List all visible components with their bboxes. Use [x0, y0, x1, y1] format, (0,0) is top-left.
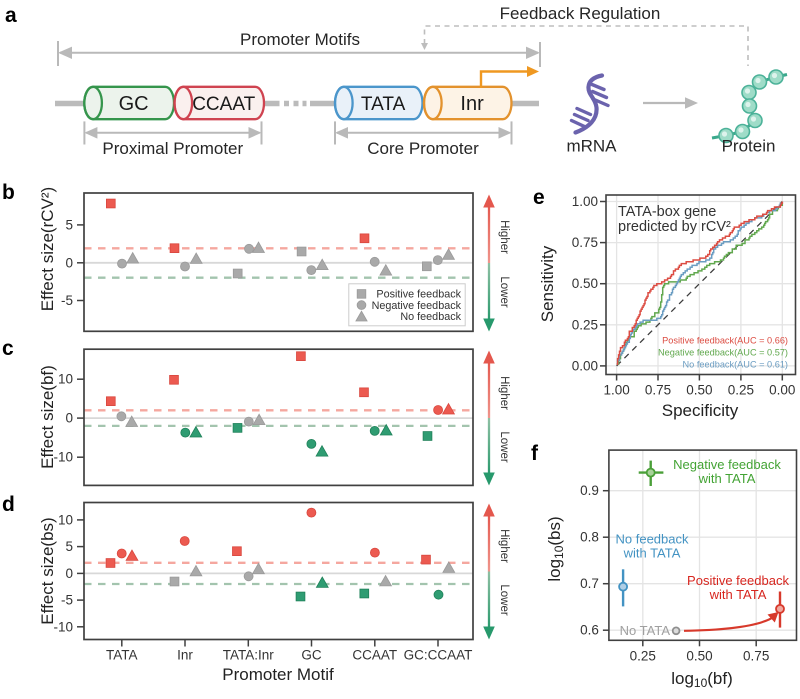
- svg-text:log10(bf): log10(bf): [671, 669, 733, 690]
- svg-text:0: 0: [65, 566, 73, 581]
- svg-text:Proximal Promoter: Proximal Promoter: [102, 139, 243, 158]
- svg-text:1.00: 1.00: [603, 383, 629, 398]
- svg-text:Positive feedback(AUC = 0.66): Positive feedback(AUC = 0.66): [662, 336, 788, 346]
- svg-text:Inr: Inr: [177, 648, 193, 663]
- svg-text:0.50: 0.50: [572, 276, 598, 291]
- svg-text:No TATA: No TATA: [620, 623, 671, 638]
- svg-text:c: c: [2, 337, 14, 360]
- svg-text:Positive feedback: Positive feedback: [687, 573, 789, 588]
- svg-text:0.75: 0.75: [572, 235, 598, 250]
- svg-text:Core Promoter: Core Promoter: [367, 139, 479, 158]
- svg-text:TATA-box gene: TATA-box gene: [618, 204, 716, 220]
- svg-text:0.00: 0.00: [572, 358, 598, 373]
- svg-text:-10: -10: [53, 450, 73, 465]
- svg-text:No feedback(AUC = 0.61): No feedback(AUC = 0.61): [683, 360, 788, 370]
- svg-text:TATA: TATA: [361, 94, 406, 115]
- svg-text:TATA:Inr: TATA:Inr: [223, 648, 275, 663]
- svg-text:log10(bs): log10(bs): [545, 516, 566, 581]
- svg-text:0.6: 0.6: [580, 623, 599, 638]
- svg-text:0: 0: [65, 411, 73, 426]
- svg-text:Sensitivity: Sensitivity: [538, 245, 557, 322]
- svg-text:0.25: 0.25: [728, 383, 754, 398]
- svg-text:GC:CCAAT: GC:CCAAT: [404, 648, 473, 663]
- svg-text:Higher: Higher: [498, 529, 510, 563]
- svg-text:Higher: Higher: [498, 376, 510, 410]
- svg-text:Promoter Motif: Promoter Motif: [222, 665, 334, 684]
- svg-text:0.8: 0.8: [580, 530, 599, 545]
- svg-text:0: 0: [65, 255, 73, 270]
- svg-text:Promoter Motifs: Promoter Motifs: [240, 30, 360, 49]
- svg-text:e: e: [533, 186, 545, 209]
- svg-text:0.25: 0.25: [572, 317, 598, 332]
- svg-text:10: 10: [58, 372, 73, 387]
- svg-text:Lower: Lower: [498, 584, 510, 615]
- svg-text:GC: GC: [301, 648, 322, 663]
- svg-text:Negative feedback: Negative feedback: [673, 457, 781, 472]
- svg-text:CCAAT: CCAAT: [192, 94, 255, 115]
- svg-text:-5: -5: [61, 293, 73, 308]
- svg-text:Inr: Inr: [460, 93, 484, 115]
- svg-text:Effect size(rCV²): Effect size(rCV²): [38, 187, 57, 311]
- svg-text:0.7: 0.7: [580, 576, 599, 591]
- svg-text:with TATA: with TATA: [623, 546, 681, 561]
- svg-text:f: f: [531, 442, 539, 465]
- svg-text:Effect size(bf): Effect size(bf): [38, 365, 57, 469]
- svg-text:GC: GC: [119, 93, 149, 115]
- svg-text:with TATA: with TATA: [709, 587, 767, 602]
- svg-text:predicted by rCV²: predicted by rCV²: [618, 219, 731, 235]
- svg-text:Effect size(bs): Effect size(bs): [38, 517, 57, 624]
- svg-text:Specificity: Specificity: [662, 401, 739, 420]
- svg-text:1.00: 1.00: [572, 194, 598, 209]
- svg-text:0.75: 0.75: [645, 383, 671, 398]
- svg-text:0.25: 0.25: [630, 648, 656, 663]
- svg-text:d: d: [2, 493, 15, 516]
- svg-text:Negative feedback(AUC = 0.57): Negative feedback(AUC = 0.57): [658, 348, 788, 358]
- svg-text:Feedback Regulation: Feedback Regulation: [500, 4, 661, 23]
- svg-text:-5: -5: [61, 593, 73, 608]
- svg-text:0.75: 0.75: [743, 648, 769, 663]
- svg-text:0.9: 0.9: [580, 483, 599, 498]
- svg-text:-10: -10: [53, 619, 73, 634]
- svg-text:5: 5: [65, 539, 73, 554]
- svg-text:0.00: 0.00: [769, 383, 795, 398]
- svg-text:Higher: Higher: [498, 220, 510, 254]
- svg-text:No feedback: No feedback: [616, 532, 689, 547]
- svg-text:5: 5: [65, 217, 73, 232]
- svg-text:mRNA: mRNA: [566, 137, 617, 156]
- svg-text:with TATA: with TATA: [698, 471, 756, 486]
- svg-text:CCAAT: CCAAT: [352, 648, 397, 663]
- svg-text:Lower: Lower: [498, 431, 510, 462]
- svg-text:No feedback: No feedback: [400, 311, 461, 323]
- svg-text:b: b: [2, 181, 15, 204]
- svg-text:Negative feedback: Negative feedback: [372, 300, 462, 312]
- svg-text:0.50: 0.50: [686, 383, 712, 398]
- svg-text:Positive feedback: Positive feedback: [376, 289, 461, 301]
- svg-text:a: a: [5, 4, 17, 27]
- svg-text:10: 10: [58, 512, 73, 527]
- svg-text:0.50: 0.50: [686, 648, 712, 663]
- svg-text:Lower: Lower: [498, 276, 510, 307]
- svg-text:TATA: TATA: [106, 648, 138, 663]
- svg-text:Protein: Protein: [722, 137, 776, 156]
